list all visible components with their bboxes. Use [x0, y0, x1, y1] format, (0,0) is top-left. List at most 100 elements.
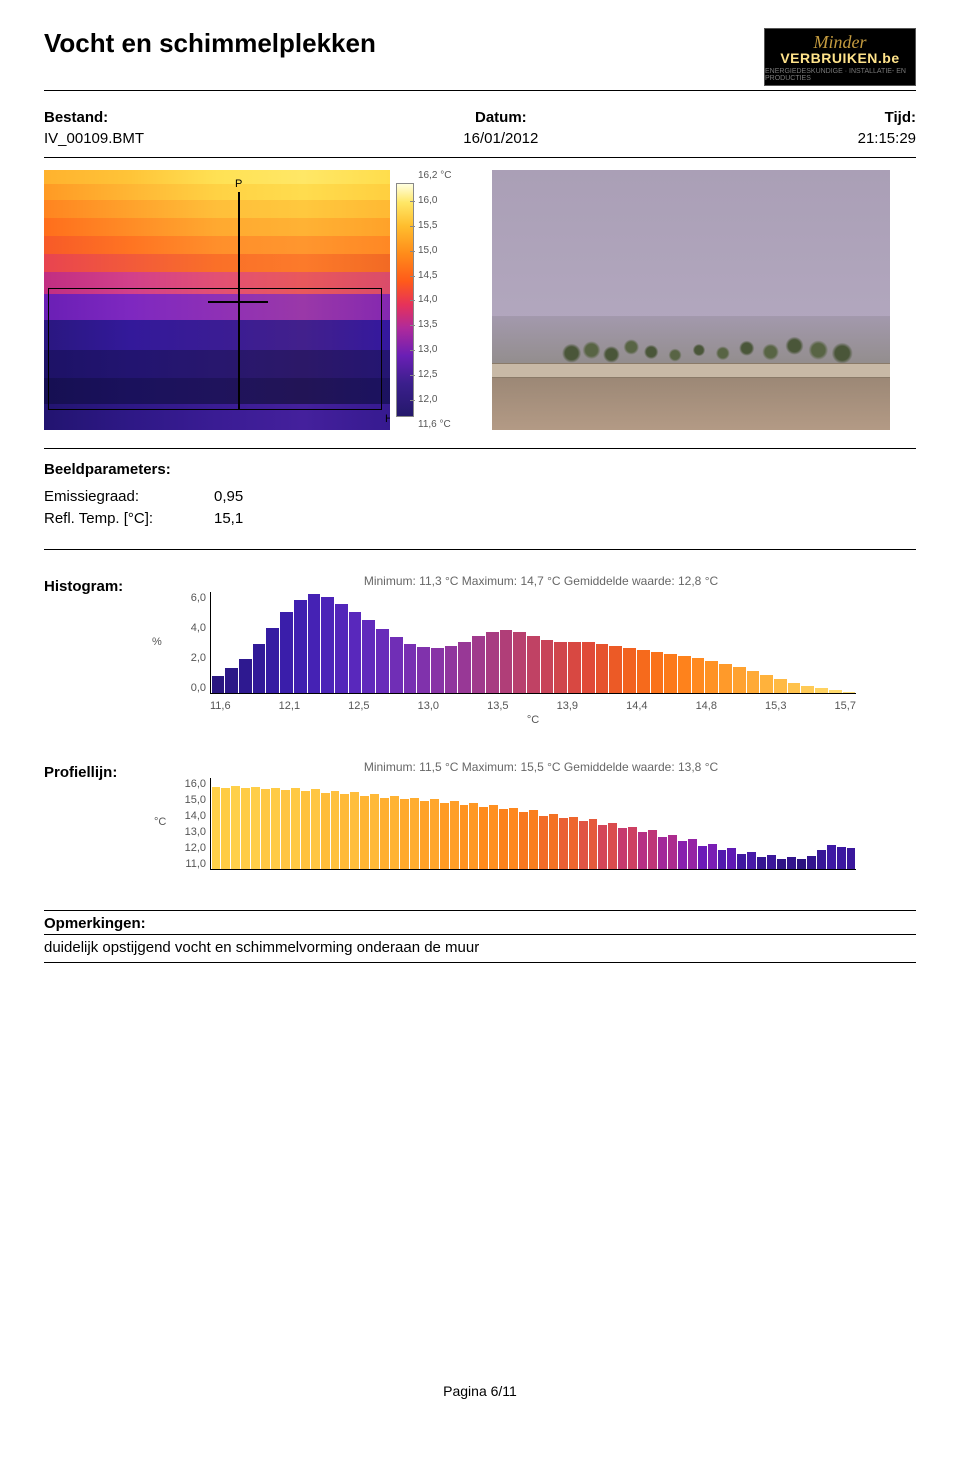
prof-y-tick: 13,0: [166, 826, 206, 838]
hist-bar: [513, 632, 526, 693]
prof-bar: [658, 837, 667, 869]
hist-bar: [843, 692, 856, 693]
hist-x-tick: 13,0: [418, 700, 439, 712]
prof-bar: [499, 809, 508, 868]
hist-bar: [815, 688, 828, 692]
hist-x-tick: 15,3: [765, 700, 786, 712]
prof-bar: [569, 817, 578, 869]
prof-bar: [727, 848, 736, 868]
prof-plot: [210, 778, 856, 870]
prof-bar: [231, 786, 240, 869]
prof-bar: [837, 847, 846, 869]
prof-bar: [370, 794, 379, 869]
hist-bar: [321, 597, 334, 693]
prof-bar: [479, 807, 488, 869]
prof-bar: [271, 788, 280, 869]
date-label: Datum:: [463, 107, 538, 128]
prof-bar: [737, 854, 746, 869]
hist-x-tick: 12,1: [279, 700, 300, 712]
scale-labels: 16,2 °C16,015,515,014,514,013,513,012,51…: [418, 170, 451, 430]
hist-bar: [527, 636, 540, 693]
hist-bar: [733, 667, 746, 692]
hist-bar: [458, 642, 471, 693]
hist-bar: [692, 658, 705, 692]
prof-bar: [767, 855, 776, 869]
prof-bar: [489, 805, 498, 869]
hist-x-tick: 11,6: [210, 700, 231, 712]
hist-bar: [705, 661, 718, 692]
hist-y-tick: 0,0: [166, 682, 206, 694]
hist-bar: [568, 642, 581, 693]
profile-label: Profiellijn:: [44, 760, 166, 781]
prof-bar: [430, 799, 439, 868]
hist-bar: [500, 630, 513, 693]
separator: [44, 549, 916, 550]
scale-tick: 14,5: [418, 270, 451, 281]
prof-bar: [618, 828, 627, 868]
thermal-block: P H 16,2 °C16,015,515,014,514,013,513,01…: [44, 170, 458, 430]
prof-bar: [698, 846, 707, 869]
hist-bar: [335, 604, 348, 693]
hist-bar: [445, 646, 458, 692]
prof-bar: [747, 852, 756, 868]
meta-time: Tijd: 21:15:29: [858, 107, 916, 149]
prof-bar: [331, 791, 340, 868]
hist-bar: [582, 642, 595, 693]
logo-sub: ENERGIEDESKUNDIGE · INSTALLATIE- EN PROD…: [765, 68, 915, 82]
scale-tick: 15,0: [418, 245, 451, 256]
hist-bar: [554, 642, 567, 693]
histogram-section: Histogram: Minimum: 11,3 °C Maximum: 14,…: [44, 574, 916, 712]
color-scale: 16,2 °C16,015,515,014,514,013,513,012,51…: [396, 170, 458, 430]
prof-bar: [400, 799, 409, 868]
hist-bar: [788, 683, 801, 692]
prof-bar: [390, 796, 399, 869]
prof-y-tick: 16,0: [166, 778, 206, 790]
scale-min: 11,6 °C: [418, 419, 451, 430]
hist-y-axis: 6,04,02,00,0: [166, 592, 210, 694]
prof-bar: [301, 791, 310, 868]
prof-bar: [589, 819, 598, 868]
prof-bar: [350, 792, 359, 868]
hist-x-axis: 11,612,112,513,013,513,914,414,815,315,7: [210, 700, 856, 712]
param-row: Emissiegraad:0,95: [44, 486, 916, 509]
time-value: 21:15:29: [858, 128, 916, 149]
hist-bar: [239, 659, 252, 692]
hist-bar: [253, 644, 266, 692]
header-row: Vocht en schimmelplekken Minder VERBRUIK…: [44, 28, 916, 91]
comments-heading: Opmerkingen:: [44, 910, 916, 932]
scale-tick: 16,0: [418, 195, 451, 206]
prof-bar: [678, 841, 687, 868]
prof-bar: [410, 798, 419, 869]
logo-line1: Minder: [814, 33, 867, 51]
hist-y-tick: 4,0: [166, 622, 206, 634]
separator: [44, 448, 916, 449]
prof-bar: [529, 810, 538, 868]
hist-bar: [390, 637, 403, 693]
prof-bar: [360, 796, 369, 869]
date-value: 16/01/2012: [463, 128, 538, 149]
logo: Minder VERBRUIKEN.be ENERGIEDESKUNDIGE ·…: [764, 28, 916, 86]
prof-bar: [440, 803, 449, 869]
page-footer: Pagina 6/11: [44, 1383, 916, 1399]
param-row: Refl. Temp. [°C]:15,1: [44, 508, 916, 531]
hist-bar: [829, 690, 842, 692]
prof-bar: [212, 787, 221, 869]
hist-y-tick: 2,0: [166, 652, 206, 664]
marker-h: H: [385, 413, 390, 425]
hist-bar: [651, 652, 664, 692]
param-value: 0,95: [214, 486, 243, 509]
profile-stats: Minimum: 11,5 °C Maximum: 15,5 °C Gemidd…: [166, 760, 916, 774]
prof-bar: [579, 821, 588, 868]
scale-tick: 14,0: [418, 294, 451, 305]
file-label: Bestand:: [44, 107, 144, 128]
prof-bar: [777, 859, 786, 869]
hist-bar: [404, 644, 417, 692]
prof-bar: [281, 790, 290, 868]
hist-bar: [376, 629, 389, 693]
hist-bar: [225, 668, 238, 692]
hist-bar: [747, 671, 760, 692]
prof-bar: [241, 788, 250, 869]
param-label: Refl. Temp. [°C]:: [44, 508, 214, 531]
prof-bar: [509, 808, 518, 869]
file-value: IV_00109.BMT: [44, 128, 144, 149]
